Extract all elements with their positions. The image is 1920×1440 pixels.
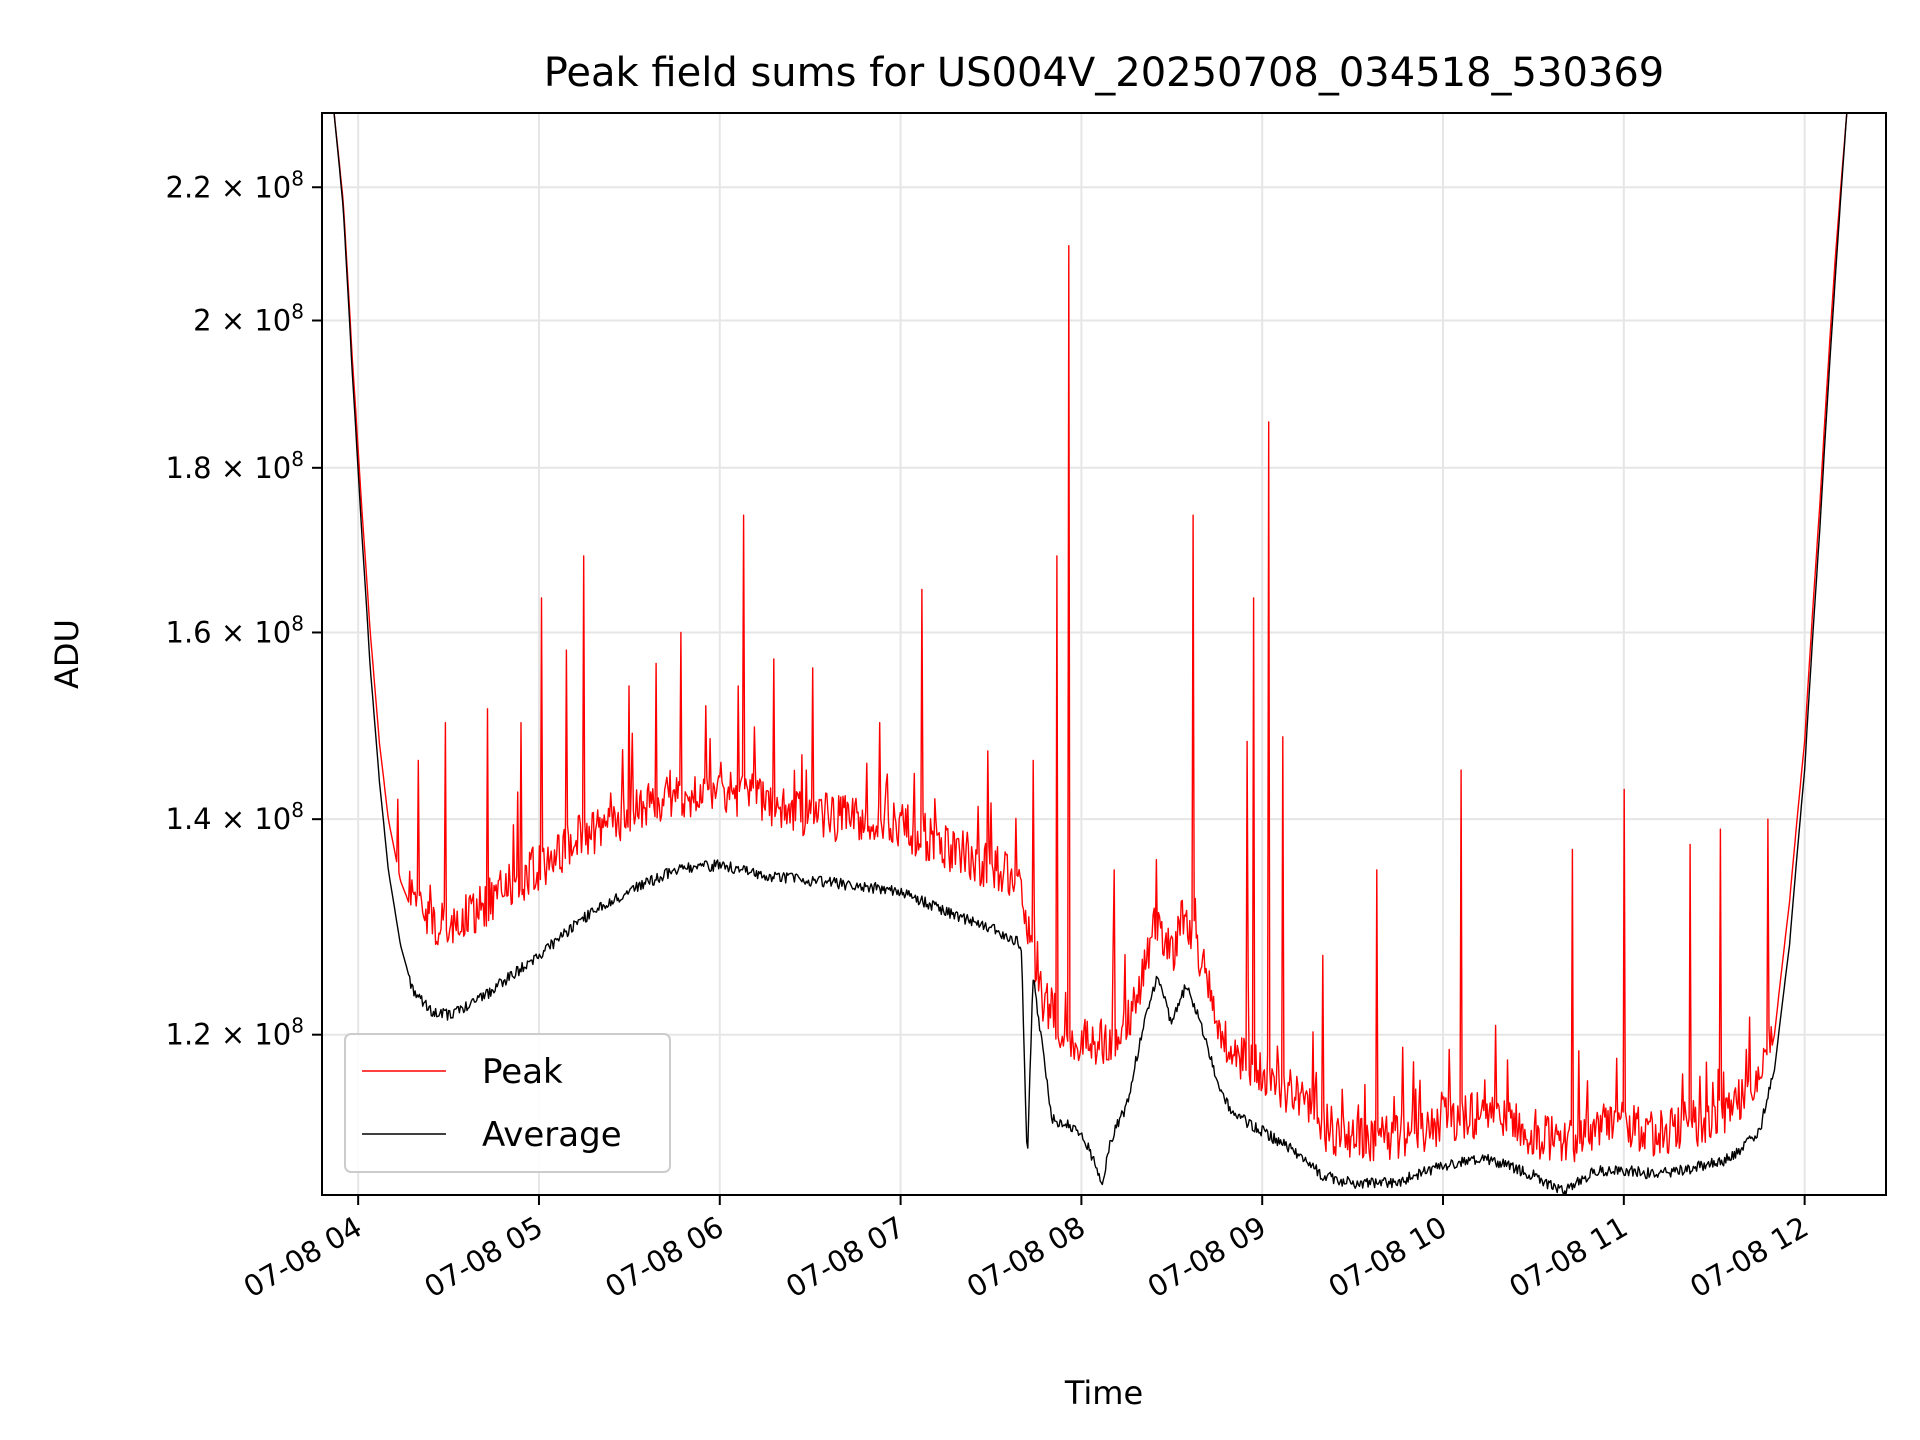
y-axis-label: ADU (48, 619, 86, 689)
legend-label-average: Average (482, 1115, 622, 1155)
y-tick-label: 2.2 × 108 (166, 166, 305, 204)
y-tick-label: 1.2 × 108 (166, 1014, 305, 1052)
legend: Peak Average (344, 1033, 671, 1173)
series-line-average (333, 112, 1848, 1196)
y-tick-label: 1.4 × 108 (166, 798, 305, 836)
plot-frame (321, 112, 1887, 1196)
legend-box (344, 1033, 671, 1173)
y-tick-label: 1.8 × 108 (166, 447, 305, 485)
x-axis-label: Time (1064, 1374, 1143, 1412)
y-tick-label: 1.6 × 108 (166, 611, 305, 649)
y-axis: 1.2 × 108 1.4 × 108 1.6 × 108 1.8 × 108 2 × … (166, 166, 322, 1052)
x-gridlines (357, 113, 1806, 1195)
series-line-peak (333, 112, 1848, 1163)
series-layer (333, 112, 1848, 1196)
chart-title: Peak field sums for US004V_20250708_0345… (544, 50, 1665, 96)
legend-label-peak: Peak (482, 1052, 563, 1092)
y-tick-label: 2 × 108 (193, 300, 304, 338)
